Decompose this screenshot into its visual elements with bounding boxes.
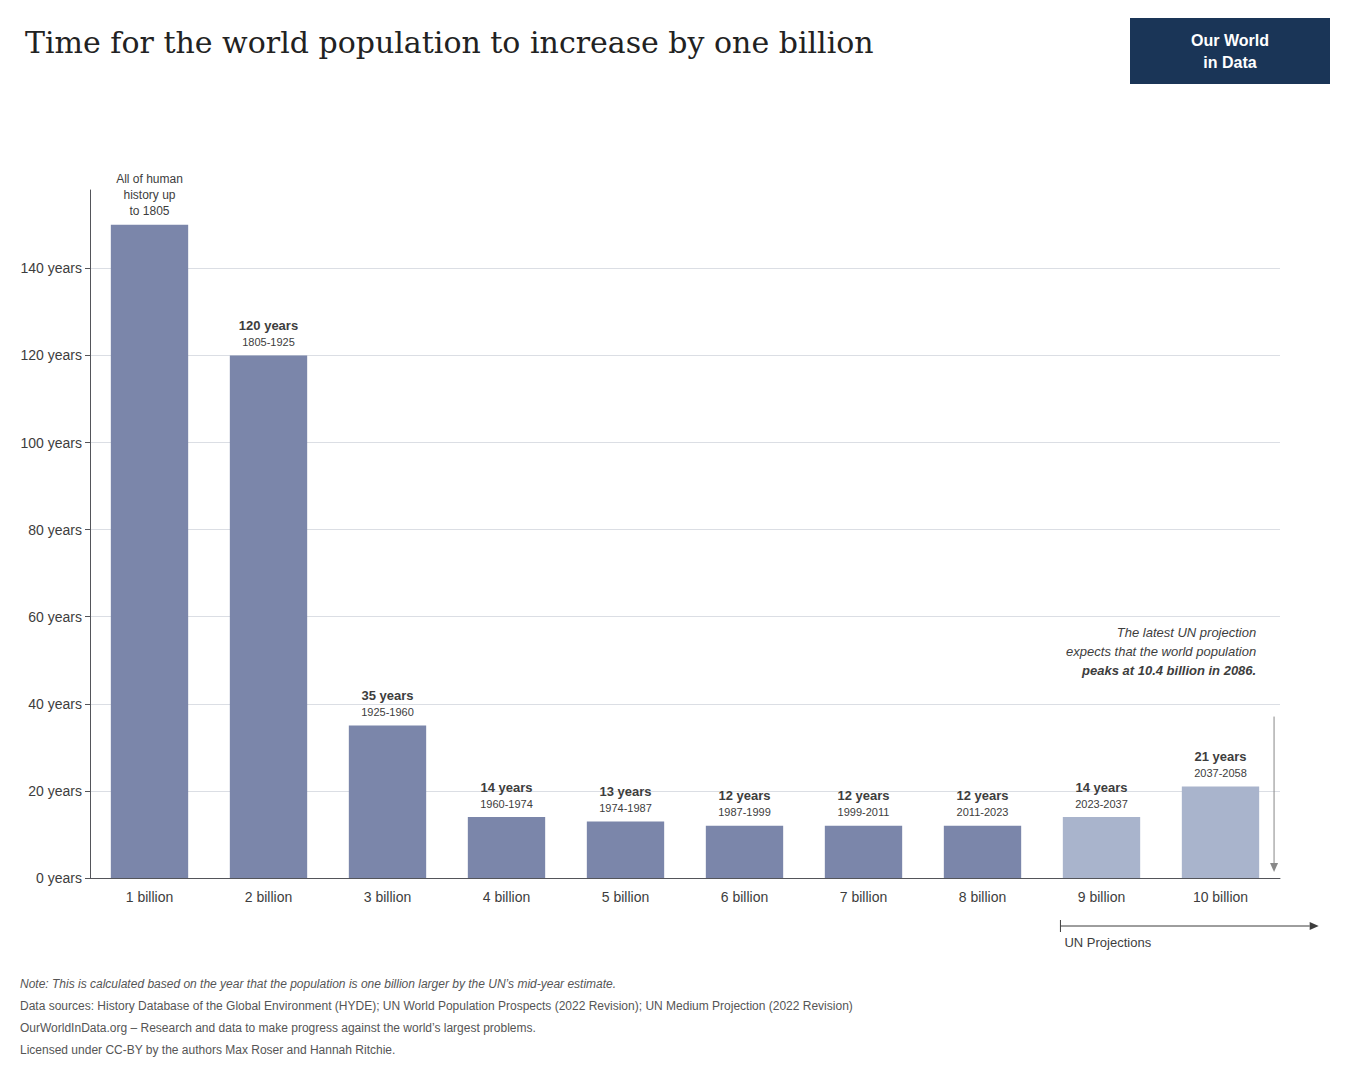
svg-text:12 years: 12 years bbox=[956, 788, 1008, 803]
svg-text:The latest UN projection: The latest UN projection bbox=[1117, 625, 1256, 640]
svg-text:21 years: 21 years bbox=[1194, 749, 1246, 764]
svg-text:1805-1925: 1805-1925 bbox=[242, 336, 295, 348]
svg-text:12 years: 12 years bbox=[837, 788, 889, 803]
svg-text:0 years: 0 years bbox=[36, 870, 82, 886]
svg-text:40 years: 40 years bbox=[28, 696, 82, 712]
svg-text:120 years: 120 years bbox=[21, 347, 82, 363]
svg-text:OurWorldInData.org – Research: OurWorldInData.org – Research and data t… bbox=[20, 1021, 536, 1035]
svg-text:2037-2058: 2037-2058 bbox=[1194, 767, 1247, 779]
svg-text:Time for the world population: Time for the world population to increas… bbox=[25, 25, 874, 60]
svg-text:80 years: 80 years bbox=[28, 522, 82, 538]
svg-text:Note: This is calculated based: Note: This is calculated based on the ye… bbox=[20, 977, 616, 991]
svg-text:expects that the world populat: expects that the world population bbox=[1066, 644, 1256, 659]
svg-text:5 billion: 5 billion bbox=[602, 889, 649, 905]
svg-text:2 billion: 2 billion bbox=[245, 889, 292, 905]
svg-text:9 billion: 9 billion bbox=[1078, 889, 1125, 905]
svg-text:2023-2037: 2023-2037 bbox=[1075, 798, 1128, 810]
svg-text:Our World: Our World bbox=[1191, 32, 1269, 49]
svg-text:12 years: 12 years bbox=[718, 788, 770, 803]
svg-text:10 billion: 10 billion bbox=[1193, 889, 1248, 905]
svg-text:to 1805: to 1805 bbox=[129, 204, 169, 218]
svg-text:100 years: 100 years bbox=[21, 435, 82, 451]
svg-text:UN Projections: UN Projections bbox=[1064, 935, 1151, 950]
svg-text:13 years: 13 years bbox=[599, 784, 651, 799]
svg-text:1 billion: 1 billion bbox=[126, 889, 173, 905]
svg-text:14 years: 14 years bbox=[1075, 780, 1127, 795]
svg-text:4 billion: 4 billion bbox=[483, 889, 530, 905]
svg-text:Licensed under CC-BY by the au: Licensed under CC-BY by the authors Max … bbox=[20, 1043, 395, 1057]
svg-text:60 years: 60 years bbox=[28, 609, 82, 625]
svg-text:7 billion: 7 billion bbox=[840, 889, 887, 905]
svg-text:history up: history up bbox=[123, 188, 175, 202]
svg-text:3 billion: 3 billion bbox=[364, 889, 411, 905]
svg-text:1925-1960: 1925-1960 bbox=[361, 706, 414, 718]
svg-text:1999-2011: 1999-2011 bbox=[838, 806, 890, 818]
svg-text:Data sources: History Database: Data sources: History Database of the Gl… bbox=[20, 999, 853, 1013]
svg-text:All of human: All of human bbox=[116, 172, 183, 186]
svg-text:14 years: 14 years bbox=[480, 780, 532, 795]
svg-text:20 years: 20 years bbox=[28, 783, 82, 799]
svg-text:in Data: in Data bbox=[1203, 54, 1256, 71]
svg-text:8 billion: 8 billion bbox=[959, 889, 1006, 905]
svg-text:peaks at 10.4 billion in 2086.: peaks at 10.4 billion in 2086. bbox=[1081, 663, 1256, 678]
svg-text:140 years: 140 years bbox=[21, 260, 82, 276]
svg-text:2011-2023: 2011-2023 bbox=[957, 806, 1009, 818]
svg-text:1987-1999: 1987-1999 bbox=[718, 806, 771, 818]
svg-text:35 years: 35 years bbox=[361, 688, 413, 703]
svg-text:120 years: 120 years bbox=[239, 318, 298, 333]
svg-text:6 billion: 6 billion bbox=[721, 889, 768, 905]
svg-text:1960-1974: 1960-1974 bbox=[480, 798, 533, 810]
svg-text:1974-1987: 1974-1987 bbox=[599, 802, 652, 814]
